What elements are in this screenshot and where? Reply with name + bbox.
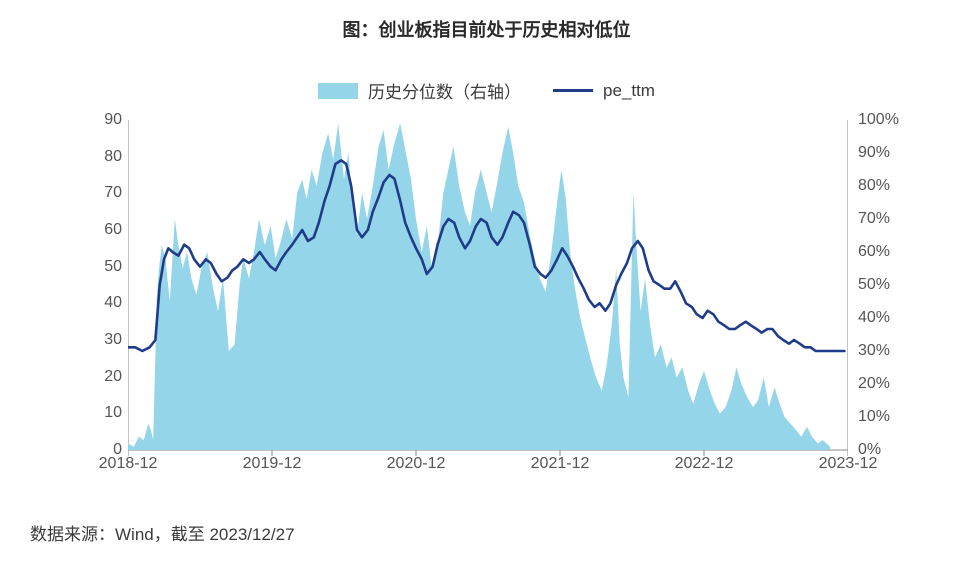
x-tick-label: 2018-12	[99, 455, 158, 473]
y-right-tick: 60%	[858, 243, 890, 261]
y-right-tick: 90%	[858, 144, 890, 162]
legend-swatch-area	[318, 83, 358, 99]
y-right-tick: 100%	[858, 111, 899, 129]
y-right-tick: 20%	[858, 375, 890, 393]
area-series	[128, 123, 830, 450]
y-right-tick: 30%	[858, 342, 890, 360]
plot-svg	[128, 120, 848, 460]
chart-legend: 历史分位数（右轴） pe_ttm	[0, 78, 973, 103]
x-tick-label: 2021-12	[531, 455, 590, 473]
y-left-tick: 60	[104, 221, 122, 239]
y-left-tick: 40	[104, 294, 122, 312]
legend-item-area: 历史分位数（右轴）	[318, 78, 521, 103]
chart-title: 图：创业板指目前处于历史相对低位	[0, 16, 973, 42]
y-left-tick: 80	[104, 148, 122, 166]
y-axis-left: 0102030405060708090	[88, 120, 122, 450]
y-right-tick: 80%	[858, 177, 890, 195]
legend-swatch-line	[553, 89, 593, 92]
y-axis-right: 0%10%20%30%40%50%60%70%80%90%100%	[858, 120, 918, 450]
x-tick-label: 2020-12	[387, 455, 446, 473]
legend-label-area: 历史分位数（右轴）	[368, 78, 521, 103]
y-right-tick: 70%	[858, 210, 890, 228]
y-left-tick: 50	[104, 258, 122, 276]
chart-container: 图：创业板指目前处于历史相对低位 历史分位数（右轴） pe_ttm 010203…	[0, 0, 973, 567]
y-left-tick: 10	[104, 404, 122, 422]
x-tick-label: 2023-12	[819, 455, 878, 473]
y-left-tick: 20	[104, 368, 122, 386]
y-right-tick: 10%	[858, 408, 890, 426]
data-source: 数据来源：Wind，截至 2023/12/27	[30, 520, 295, 545]
legend-item-line: pe_ttm	[553, 81, 655, 101]
legend-label-line: pe_ttm	[603, 81, 655, 101]
y-left-tick: 70	[104, 184, 122, 202]
y-right-tick: 40%	[858, 309, 890, 327]
y-right-tick: 50%	[858, 276, 890, 294]
plot-area	[128, 120, 848, 450]
y-left-tick: 90	[104, 111, 122, 129]
x-tick-label: 2019-12	[243, 455, 302, 473]
y-left-tick: 30	[104, 331, 122, 349]
x-tick-label: 2022-12	[675, 455, 734, 473]
